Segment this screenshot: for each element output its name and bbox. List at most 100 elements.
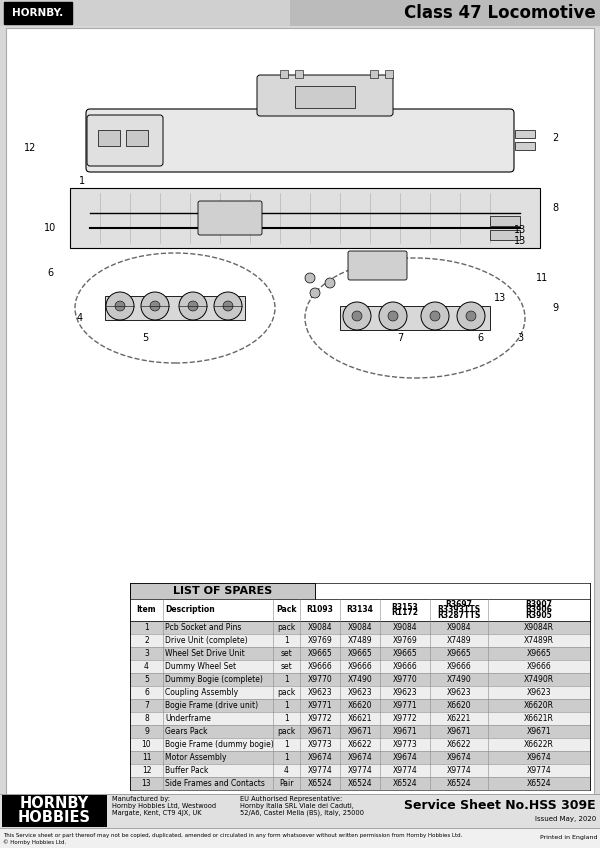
Text: Service Sheet No.HSS 309E: Service Sheet No.HSS 309E [404,800,596,812]
Text: R3393TTS: R3393TTS [437,605,481,615]
Text: 1: 1 [284,714,289,723]
Bar [490,230,520,240]
Text: 11: 11 [142,753,151,762]
Text: Motor Assembly: Motor Assembly [165,753,227,762]
Text: X9674: X9674 [446,753,472,762]
Text: 13: 13 [142,779,151,788]
Text: Pair: Pair [279,779,294,788]
Text: Underframe: Underframe [165,714,211,723]
Text: 1: 1 [144,623,149,632]
Text: Hornby Hobbies Ltd, Westwood: Hornby Hobbies Ltd, Westwood [112,803,216,809]
Circle shape [466,311,476,321]
Text: 6: 6 [144,688,149,697]
Text: X9674: X9674 [527,753,551,762]
Text: Class 47 Locomotive: Class 47 Locomotive [404,4,596,22]
Text: X9665: X9665 [347,649,373,658]
Text: X9623: X9623 [347,688,373,697]
Text: 13: 13 [494,293,506,303]
Text: Dummy Bogie (complete): Dummy Bogie (complete) [165,675,263,684]
Text: 1: 1 [284,701,289,710]
Bar [370,70,378,78]
Text: 11: 11 [536,273,548,283]
Bar [130,777,590,790]
Text: X6524: X6524 [446,779,472,788]
Text: 1: 1 [79,176,85,186]
Text: X9770: X9770 [392,675,418,684]
Text: 2: 2 [552,133,558,143]
Circle shape [457,302,485,330]
Text: 1: 1 [284,740,289,749]
Text: X7489: X7489 [347,636,373,645]
Circle shape [223,301,233,311]
Text: X6221: X6221 [447,714,471,723]
Bar [130,764,590,777]
Text: X6622R: X6622R [524,740,554,749]
Text: X9623: X9623 [446,688,472,697]
Text: R3134: R3134 [347,605,373,615]
Text: X9671: X9671 [527,727,551,736]
Text: X6622: X6622 [348,740,372,749]
Text: X9770: X9770 [308,675,332,684]
Circle shape [115,301,125,311]
Text: Pack: Pack [276,605,297,615]
Text: set: set [281,662,292,671]
Text: R3905: R3905 [526,611,553,620]
Text: X9623: X9623 [527,688,551,697]
Text: Drive Unit (complete): Drive Unit (complete) [165,636,248,645]
Bar [130,673,590,686]
FancyBboxPatch shape [257,75,393,116]
Text: 10: 10 [44,223,56,233]
Text: HOBBIES: HOBBIES [17,810,91,824]
Text: HORNBY.: HORNBY. [13,8,64,18]
Circle shape [325,278,335,288]
Bar [130,738,590,751]
FancyBboxPatch shape [86,109,514,172]
Text: X9665: X9665 [446,649,472,658]
Text: X7490R: X7490R [524,675,554,684]
Text: X6524: X6524 [308,779,332,788]
Text: X9671: X9671 [392,727,418,736]
Text: 12: 12 [24,143,36,153]
Text: X9772: X9772 [308,714,332,723]
Text: 1: 1 [284,675,289,684]
Text: X9671: X9671 [308,727,332,736]
Text: Printed in England: Printed in England [539,835,597,840]
Text: X6524: X6524 [392,779,418,788]
Text: Hornby Italia SRL Viale dei Caduti,: Hornby Italia SRL Viale dei Caduti, [240,803,354,809]
Text: Gears Pack: Gears Pack [165,727,208,736]
Bar [130,599,590,621]
Circle shape [141,292,169,320]
Text: X7489: X7489 [446,636,472,645]
Text: X6524: X6524 [347,779,373,788]
Bar [130,621,590,634]
FancyBboxPatch shape [198,201,262,235]
Text: X9774: X9774 [308,766,332,775]
Text: Buffer Pack: Buffer Pack [165,766,208,775]
Text: 2: 2 [144,636,149,645]
Text: Pcb Socket and Pins: Pcb Socket and Pins [165,623,241,632]
Text: X9665: X9665 [527,649,551,658]
Bar [130,686,590,699]
Text: X9674: X9674 [347,753,373,762]
Text: X7490: X7490 [446,675,472,684]
Bar [0,794,600,828]
Bar [340,306,490,330]
Circle shape [343,302,371,330]
Bar [130,725,590,738]
Bar [295,70,303,78]
Circle shape [310,288,320,298]
Text: X7490: X7490 [347,675,373,684]
Text: R3287TTS: R3287TTS [437,611,481,620]
Text: X6621R: X6621R [524,714,554,723]
Text: X9771: X9771 [392,701,418,710]
Text: Manufactured by:: Manufactured by: [112,796,170,802]
Text: X9666: X9666 [446,662,472,671]
Bar [130,712,590,725]
Text: X9773: X9773 [308,740,332,749]
Text: X9665: X9665 [308,649,332,658]
Bar [70,188,540,248]
Bar [130,751,590,764]
Text: X9774: X9774 [527,766,551,775]
Text: X9674: X9674 [392,753,418,762]
Text: X9769: X9769 [308,636,332,645]
